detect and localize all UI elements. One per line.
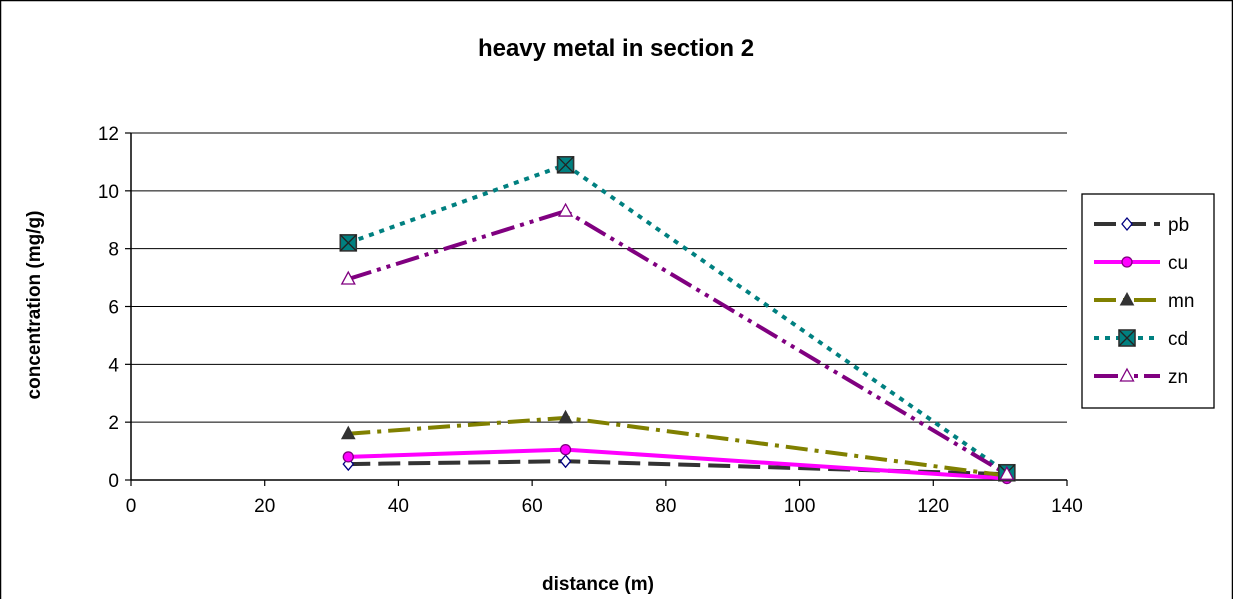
data-point-zn [340,270,356,285]
x-tick-label: 60 [522,496,543,517]
y-tick-label: 4 [108,355,119,376]
legend: pb cu mn cd zn [1081,193,1215,409]
data-point-cross [557,156,575,174]
data-point-zn [1119,367,1135,382]
data-point-zn [999,465,1015,480]
y-axis-label: concentration (mg/g) [24,211,45,400]
x-tick-label: 40 [388,496,409,517]
y-tick-label: 2 [108,413,119,434]
legend-entry-zn: zn [1094,367,1188,388]
data-point-mn [558,409,573,424]
data-point-mn [1119,291,1135,306]
y-tick-label: 0 [108,471,119,492]
legend-label-pb: pb [1168,215,1189,236]
x-tick-label: 20 [254,496,275,517]
data-point-cd [556,156,575,174]
legend-label-cu: cu [1168,253,1188,274]
legend-entry-mn: mn [1094,291,1194,312]
legend-label-zn: zn [1168,367,1188,388]
data-point-mn [340,425,356,440]
data-point-cd [1118,329,1136,347]
y-tick-label: 8 [108,240,119,261]
legend-entry-cd: cd [1094,329,1188,350]
x-axis-label: distance (m) [542,574,654,595]
data-point-cd [339,234,358,252]
data-point-cu [342,451,354,463]
y-tick-label: 12 [98,124,119,145]
data-point-pb [559,454,572,469]
y-tick-label: 10 [98,182,119,203]
x-tick-label: 100 [784,496,816,517]
data-point-cross [339,234,357,252]
legend-label-cd: cd [1168,329,1188,350]
legend-entry-pb: pb [1094,215,1189,236]
x-tick-label: 0 [126,496,137,517]
x-tick-label: 120 [917,496,949,517]
data-point-cross [1118,329,1136,347]
series-line-zn [347,208,1008,476]
data-point-zn [557,202,574,217]
legend-entry-cu: cu [1094,253,1188,274]
y-tick-label: 6 [108,298,119,319]
chart-title: heavy metal in section 2 [478,35,754,62]
legend-label-mn: mn [1168,291,1194,312]
data-point-cu [1121,256,1133,268]
x-tick-label: 80 [655,496,676,517]
data-point-cu [559,443,572,456]
data-point-pb [1121,216,1133,232]
x-tick-label: 140 [1051,496,1083,517]
